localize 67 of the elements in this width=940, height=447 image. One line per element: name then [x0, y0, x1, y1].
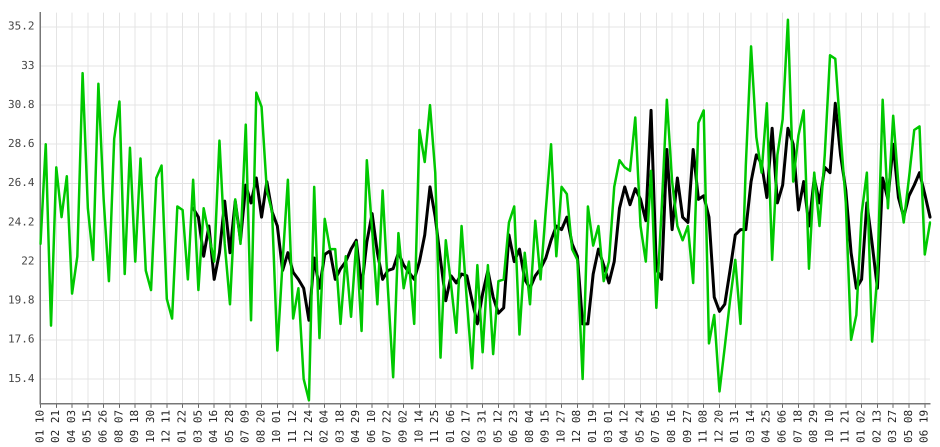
- y-tick-label: 33: [21, 58, 34, 72]
- x-tick-label: 02 21: [49, 410, 62, 444]
- x-tick-label: 07 22: [380, 410, 394, 444]
- x-tick-label: 03 05: [191, 410, 204, 444]
- x-tick-label: 05 28: [222, 410, 236, 444]
- x-tick-label: 08 16: [664, 410, 678, 444]
- x-tick-label: 01 31: [728, 410, 742, 444]
- x-tick-label: 09 02: [396, 410, 410, 444]
- x-tick-label: 04 25: [760, 410, 773, 444]
- x-tick-label: 09 18: [128, 410, 142, 444]
- x-tick-label: 05 08: [902, 410, 915, 444]
- x-tick-label: 07 09: [238, 410, 252, 444]
- x-tick-label: 10 10: [822, 410, 836, 444]
- x-tick-label: 02 13: [870, 410, 884, 444]
- y-tick-label: 19.8: [8, 294, 34, 307]
- x-tick-label: 06 06: [776, 410, 789, 444]
- y-tick-label: 26.4: [8, 176, 35, 190]
- x-tick-label: 01 10: [33, 410, 46, 444]
- x-tick-label: 03 27: [886, 410, 900, 444]
- x-tick-label: 08 07: [112, 410, 126, 444]
- x-tick-label: 06 10: [364, 410, 378, 444]
- x-tick-label: 06 23: [507, 410, 520, 444]
- x-tick-label: 05 24: [633, 410, 646, 444]
- x-tick-label: 01 06: [444, 410, 457, 444]
- x-tick-label: 02 04: [318, 410, 331, 444]
- x-tick-label: 12 08: [570, 410, 584, 444]
- x-tick-label: 08 20: [254, 410, 268, 444]
- x-tick-label: 12 11: [160, 410, 173, 444]
- x-tick-label: 07 05: [649, 410, 662, 444]
- y-tick-label: 28.6: [8, 137, 34, 150]
- x-tick-label: 10 27: [554, 410, 568, 444]
- x-tick-label: 12 24: [302, 410, 315, 444]
- x-tick-label: 03 18: [333, 410, 346, 444]
- x-tick-label: 03 14: [744, 410, 757, 444]
- y-tick-label: 24.2: [8, 215, 34, 228]
- x-tick-label: 07 18: [791, 410, 804, 444]
- y-tick-label: 15.4: [8, 372, 35, 385]
- x-tick-label: 02 17: [460, 410, 473, 444]
- x-tick-label: 11 08: [696, 410, 710, 444]
- x-tick-label: 04 03: [64, 410, 78, 444]
- x-tick-label: 10 01: [270, 410, 284, 444]
- x-tick-label: 11 21: [838, 410, 852, 444]
- x-tick-label: 04 12: [618, 410, 631, 444]
- x-tick-label: 09 15: [538, 410, 552, 444]
- x-tick-label: 11 25: [428, 410, 442, 444]
- x-tick-label: 08 29: [807, 410, 820, 444]
- x-tick-label: 12 20: [712, 410, 726, 444]
- x-tick-label: 01 19: [586, 410, 600, 444]
- x-tick-label: 11 12: [286, 410, 299, 444]
- x-tick-label: 09 27: [680, 410, 694, 444]
- x-tick-label: 03 01: [602, 410, 615, 444]
- y-tick-label: 17.6: [8, 332, 34, 346]
- x-tick-label: 10 14: [412, 410, 426, 444]
- y-tick-label: 22: [21, 254, 34, 268]
- x-tick-label: 10 30: [144, 410, 157, 444]
- x-tick-label: 04 29: [349, 410, 362, 444]
- x-tick-label: 04 16: [207, 410, 220, 444]
- x-tick-label: 01 02: [854, 410, 868, 444]
- x-tick-label: 01 22: [175, 410, 188, 444]
- y-tick-label: 30.8: [8, 98, 34, 111]
- x-tick-label: 05 15: [80, 410, 94, 444]
- x-tick-label: 06 26: [96, 410, 110, 444]
- y-tick-label: 35.2: [8, 20, 34, 33]
- x-tick-label: 08 04: [522, 410, 536, 444]
- x-tick-label: 03 31: [475, 410, 488, 444]
- x-tick-label: 06 19: [918, 410, 931, 444]
- x-tick-label: 05 12: [491, 410, 504, 444]
